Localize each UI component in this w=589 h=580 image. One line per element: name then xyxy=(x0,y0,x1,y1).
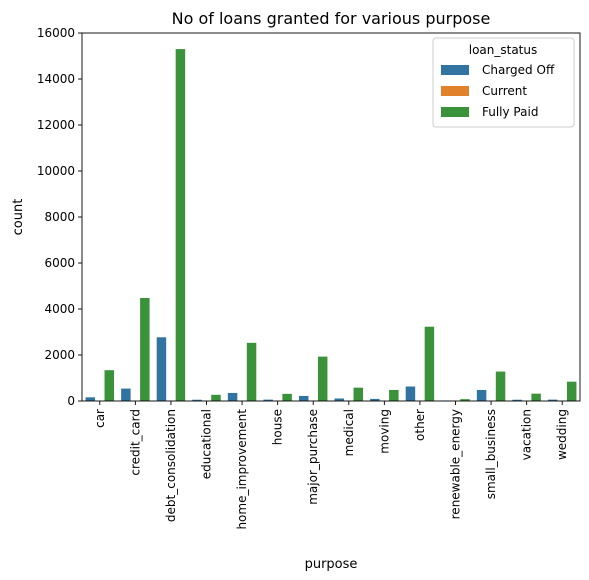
legend-swatch xyxy=(441,107,469,117)
y-tick-label: 12000 xyxy=(37,118,75,132)
y-tick-label: 8000 xyxy=(44,210,75,224)
legend-swatch xyxy=(441,65,469,75)
x-tick-label: home_improvement xyxy=(235,409,249,530)
bar-fully-paid xyxy=(246,342,257,401)
bar-fully-paid xyxy=(566,381,577,401)
x-tick-label: educational xyxy=(200,409,214,479)
x-tick-label: car xyxy=(93,409,107,428)
bar-fully-paid xyxy=(389,389,399,401)
bar-charged-off xyxy=(298,395,309,401)
legend: loan_status Charged Off Current Fully Paid xyxy=(432,37,575,128)
x-tick-label: debt_consolidation xyxy=(164,409,178,522)
bar-charged-off xyxy=(156,337,167,401)
bar-fully-paid xyxy=(495,371,506,401)
x-tick-label: vacation xyxy=(520,409,534,460)
x-axis: car credit_card debt_consolidation educatio… xyxy=(93,401,569,530)
plot-frame xyxy=(81,32,581,402)
bar-charged-off xyxy=(476,389,487,401)
bar-charged-off xyxy=(512,399,522,401)
y-axis-label: count xyxy=(11,199,26,236)
bar-fully-paid xyxy=(211,394,221,401)
legend-box xyxy=(432,37,575,128)
bar-charged-off xyxy=(263,399,273,401)
x-tick-label: other xyxy=(413,409,427,441)
x-tick-label: house xyxy=(271,409,285,445)
x-tick-label: medical xyxy=(342,409,356,456)
x-tick-label: renewable_energy xyxy=(449,409,463,519)
bar-fully-paid xyxy=(531,393,541,401)
y-tick-label: 0 xyxy=(67,394,75,408)
bars xyxy=(85,49,577,401)
bar-fully-paid xyxy=(317,356,328,401)
legend-label: Current xyxy=(482,84,527,98)
bar-charged-off xyxy=(192,399,202,401)
legend-label: Fully Paid xyxy=(482,105,538,119)
y-tick-label: 4000 xyxy=(44,302,75,316)
y-tick-label: 2000 xyxy=(44,348,75,362)
bar-fully-paid xyxy=(460,399,470,401)
y-tick-label: 16000 xyxy=(37,26,75,40)
bar-charged-off xyxy=(405,386,416,401)
y-axis: 0 2000 4000 6000 8000 10000 12000 14000 16000 xyxy=(37,26,82,408)
x-tick-label: moving xyxy=(377,409,391,454)
bar-fully-paid xyxy=(140,297,150,401)
x-tick-label: major_purchase xyxy=(306,409,320,505)
bar-charged-off xyxy=(121,388,131,401)
legend-swatch xyxy=(441,86,469,96)
bar-fully-paid xyxy=(353,387,364,401)
bar-charged-off xyxy=(227,392,238,401)
y-tick-label: 10000 xyxy=(37,164,75,178)
bar-fully-paid xyxy=(282,393,292,401)
chart-title: No of loans granted for various purpose xyxy=(172,9,491,28)
x-tick-label: credit_card xyxy=(128,409,142,476)
x-tick-label: wedding xyxy=(555,409,569,460)
bar-fully-paid xyxy=(104,370,115,401)
bar-charged-off xyxy=(547,399,558,401)
x-tick-label: small_business xyxy=(484,409,498,499)
legend-label: Charged Off xyxy=(482,63,555,77)
bar-charged-off xyxy=(334,398,345,401)
y-tick-label: 6000 xyxy=(44,256,75,270)
bar-charged-off xyxy=(85,397,96,401)
bar-fully-paid xyxy=(424,326,435,401)
x-axis-label: purpose xyxy=(305,557,358,572)
bar-fully-paid xyxy=(175,49,186,401)
y-tick-label: 14000 xyxy=(37,72,75,86)
legend-title: loan_status xyxy=(469,43,538,57)
bar-charged-off xyxy=(370,398,380,401)
